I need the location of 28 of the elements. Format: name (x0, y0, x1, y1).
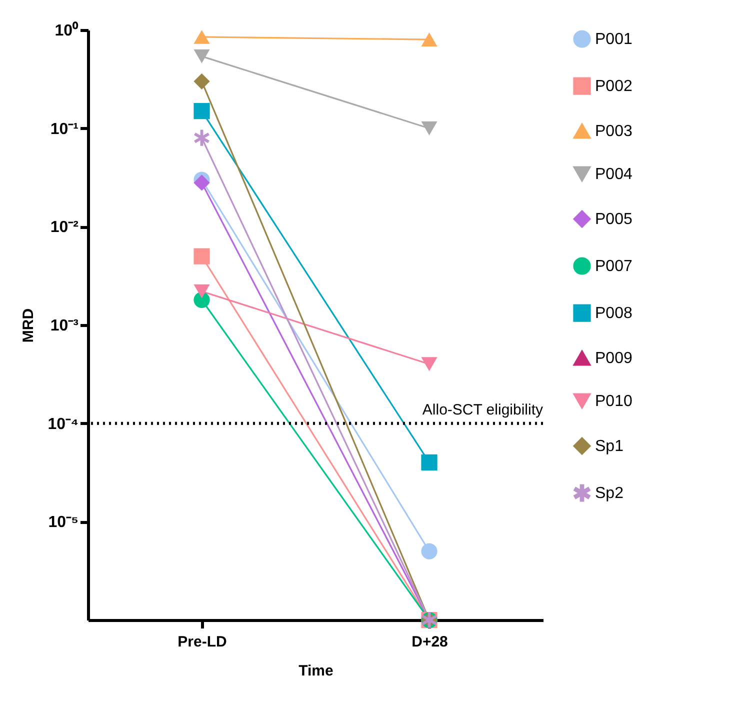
y-tick-label: 10⁰ (54, 22, 78, 40)
legend-label: P010 (595, 393, 632, 410)
y-tick-label: 10⁻² (50, 219, 78, 236)
y-tick-label: 10⁻¹ (50, 120, 78, 138)
y-tick-label: 10⁻⁴ (48, 416, 79, 433)
point (194, 248, 210, 264)
x-tick-label: D+28 (412, 634, 448, 650)
y-tick-label: 10⁻³ (50, 318, 78, 334)
legend-label: P002 (595, 78, 632, 95)
y-axis-title: MRD (20, 308, 37, 343)
point (194, 73, 210, 90)
ref-line-label: Allo-SCT eligibility (422, 401, 544, 418)
x-axis-title: Time (298, 662, 334, 680)
legend-label: P001 (595, 31, 632, 48)
legend-label: P005 (595, 211, 632, 228)
point (194, 174, 210, 191)
legend-label: P009 (595, 350, 632, 367)
legend-label: P007 (595, 258, 632, 275)
point (421, 454, 438, 471)
y-tick-label: 10⁻⁵ (48, 514, 78, 532)
legend-label: P008 (595, 305, 632, 322)
legend-label: P004 (595, 166, 632, 183)
legend-label: Sp2 (595, 485, 624, 502)
point (421, 543, 438, 560)
legend-label: Sp1 (595, 438, 624, 455)
point (194, 102, 210, 120)
legend-label: P003 (595, 123, 632, 140)
x-tick-label: Pre-LD (178, 634, 227, 650)
